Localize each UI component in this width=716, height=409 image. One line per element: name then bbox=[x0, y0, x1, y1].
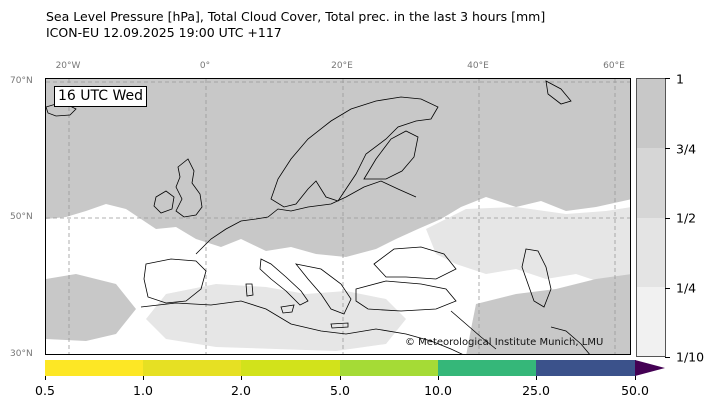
latitude-label-30n: 30°N bbox=[10, 349, 33, 359]
longitude-label-20w: 20°W bbox=[55, 61, 81, 71]
map-subtitle: ICON-EU 12.09.2025 19:00 UTC +117 bbox=[46, 25, 282, 40]
map-canvas bbox=[46, 79, 630, 354]
cloud-cover-segment-1 bbox=[637, 79, 665, 149]
copyright-notice: © Meteorological Institute Munich, LMU bbox=[405, 337, 604, 348]
precip-segment-4 bbox=[340, 360, 438, 376]
cloud-cover-tick bbox=[665, 78, 670, 79]
precip-label-10-0: 10.0 bbox=[424, 383, 452, 398]
longitude-label-40e: 40°E bbox=[467, 61, 489, 71]
coastline-turkey bbox=[355, 280, 457, 312]
cloud-cover-label-1-10: 1/10 bbox=[676, 349, 705, 365]
coastline-novaya-zemlya bbox=[545, 80, 572, 105]
precip-segment-5 bbox=[438, 360, 536, 376]
forecast-time-label: 16 UTC Wed bbox=[54, 86, 147, 107]
cloud-region-south-east bbox=[466, 274, 630, 354]
cloud-region-south bbox=[46, 274, 136, 341]
precip-label-2-0: 2.0 bbox=[231, 383, 251, 398]
precip-extend-arrow bbox=[635, 360, 665, 376]
cloud-cover-colorbar bbox=[636, 78, 666, 357]
coastline-italy bbox=[259, 258, 309, 306]
longitude-label-0: 0° bbox=[199, 61, 211, 71]
precip-label-1-0: 1.0 bbox=[133, 383, 153, 398]
coastline-sicily bbox=[280, 304, 295, 314]
cloud-cover-segment-2 bbox=[637, 148, 665, 218]
precip-segment-3 bbox=[241, 360, 340, 376]
precip-tick bbox=[241, 376, 242, 380]
cloud-region-north bbox=[46, 79, 630, 257]
weather-map bbox=[45, 78, 631, 355]
latitude-label-50n: 50°N bbox=[10, 212, 33, 222]
coastline-balkans bbox=[295, 263, 352, 315]
coastline-sardinia bbox=[245, 283, 254, 297]
precip-tick bbox=[536, 376, 537, 380]
precip-segment-6 bbox=[536, 360, 636, 376]
cloud-region-partial bbox=[426, 207, 630, 284]
precip-tick bbox=[438, 376, 439, 380]
cloud-cover-tick bbox=[665, 148, 670, 149]
coastlines bbox=[46, 80, 590, 354]
coastline-ireland bbox=[153, 190, 175, 214]
coastline-finland bbox=[363, 130, 419, 180]
coastline-caspian-sea bbox=[521, 248, 552, 308]
cloud-cover-label-3-4: 3/4 bbox=[676, 141, 697, 157]
coastline-iberia bbox=[143, 258, 207, 304]
coastline-persian-gulf bbox=[550, 326, 590, 354]
precip-label-50-0: 50.0 bbox=[621, 383, 649, 398]
cloud-region-africa bbox=[146, 284, 406, 351]
cloud-cover-segment-4 bbox=[637, 286, 665, 356]
cloud-cover-segment-3 bbox=[637, 217, 665, 287]
cloud-cover-label-1: 1 bbox=[676, 71, 684, 87]
precip-segment-2 bbox=[143, 360, 241, 376]
cloud-cover-tick bbox=[665, 288, 670, 289]
precip-label-0-5: 0.5 bbox=[35, 383, 55, 398]
cloud-cover-label-1-4: 1/4 bbox=[676, 280, 697, 296]
cloud-cover-label-1-2: 1/2 bbox=[676, 210, 697, 226]
precip-segment-1 bbox=[45, 360, 143, 376]
longitude-label-60e: 60°E bbox=[603, 61, 625, 71]
cloud-cover-tick bbox=[665, 357, 670, 358]
precip-tick bbox=[635, 376, 636, 380]
coastline-middle-east bbox=[450, 310, 497, 350]
coastline-scandinavia bbox=[270, 96, 439, 208]
precip-tick bbox=[45, 376, 46, 380]
precip-label-25-0: 25.0 bbox=[522, 383, 550, 398]
longitude-label-20e: 20°E bbox=[331, 61, 353, 71]
precip-label-5-0: 5.0 bbox=[330, 383, 350, 398]
coastline-great-britain bbox=[175, 158, 203, 218]
coastline-crete bbox=[330, 322, 349, 329]
precipitation-colorbar bbox=[45, 360, 665, 376]
coastline-europe-north bbox=[195, 180, 417, 255]
coastline-black-sea bbox=[373, 246, 457, 280]
precip-tick bbox=[143, 376, 144, 380]
coastline-north-africa bbox=[140, 300, 463, 354]
latitude-label-70n: 70°N bbox=[10, 76, 33, 86]
precip-tick bbox=[340, 376, 341, 380]
cloud-cover-tick bbox=[665, 218, 670, 219]
map-title: Sea Level Pressure [hPa], Total Cloud Co… bbox=[46, 9, 546, 24]
